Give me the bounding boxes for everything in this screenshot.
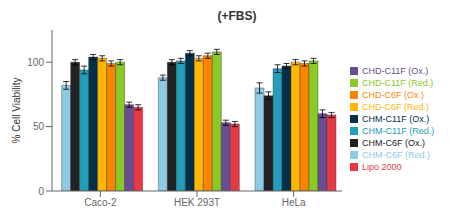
svg-text:HEK 293T: HEK 293T: [174, 197, 220, 208]
html-text:Lipo 2000: Lipo 2000: [362, 161, 402, 172]
svg-text:HeLa: HeLa: [282, 197, 306, 208]
svg-text:100: 100: [27, 57, 44, 68]
html-text:CHM-C11F (Red.): CHM-C11F (Red.): [362, 125, 435, 136]
html-text:CHD-C6F (Ox.): CHD-C6F (Ox.): [362, 89, 424, 100]
html-text:CHM-C6F (Red.): CHM-C6F (Red.): [362, 149, 430, 160]
svg-text:0: 0: [38, 186, 44, 197]
html-text:CHM-C6F (Ox.): CHM-C6F (Ox.): [362, 137, 425, 148]
html-text:CHD-C11F (Red.): CHD-C11F (Red.): [362, 77, 434, 88]
svg-text:% Cell Viability: % Cell Viability: [11, 78, 22, 144]
html-text:CHD-C6F (Red.): CHD-C6F (Red.): [362, 101, 429, 112]
svg-text:50: 50: [33, 121, 45, 132]
html-text:(+FBS): (+FBS): [217, 9, 257, 23]
html-text:CHM-C11F (Ox.): CHM-C11F (Ox.): [362, 113, 430, 124]
html-text:CHD-C11F (Ox.): CHD-C11F (Ox.): [362, 65, 429, 76]
svg-text:Caco-2: Caco-2: [84, 197, 117, 208]
